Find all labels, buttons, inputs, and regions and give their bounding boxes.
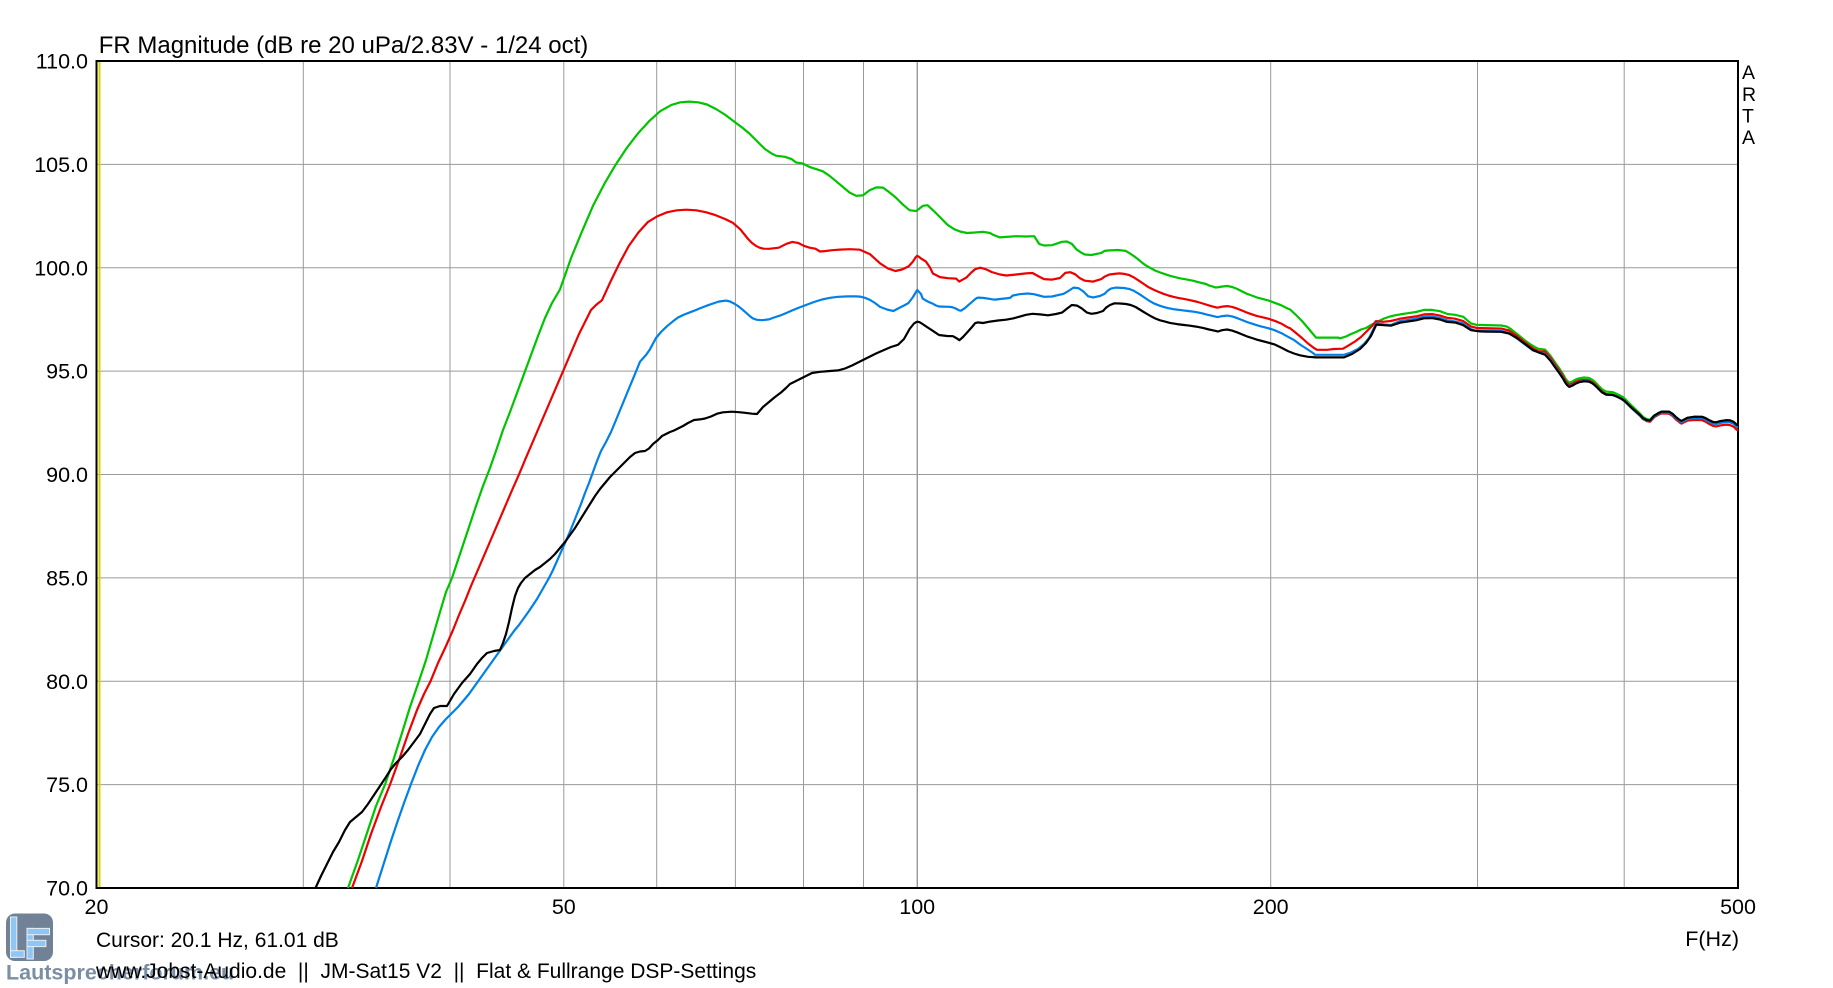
svg-text:100: 100 [899,895,935,919]
svg-text:www.Jobst-Audio.de || JM-Sat: www.Jobst-Audio.de || JM-Sat15 V2 || Fla… [95,960,756,983]
svg-text:100.0: 100.0 [34,256,88,280]
svg-text:70.0: 70.0 [46,877,88,901]
svg-text:R: R [1742,84,1756,106]
svg-text:110.0: 110.0 [36,50,88,74]
svg-text:A: A [1742,62,1755,84]
svg-text:Lautsprecherforum.eu: Lautsprecherforum.eu [6,961,234,985]
svg-text:20: 20 [85,895,109,919]
svg-text:F(Hz): F(Hz) [1685,927,1739,951]
svg-text:FR Magnitude (dB re 20 uPa/2.8: FR Magnitude (dB re 20 uPa/2.83V - 1/24 … [99,32,589,59]
svg-text:200: 200 [1253,895,1289,919]
svg-text:90.0: 90.0 [46,463,88,487]
svg-text:85.0: 85.0 [46,567,88,591]
svg-text:500: 500 [1720,895,1756,919]
svg-text:95.0: 95.0 [46,360,88,384]
svg-text:Cursor: 20.1 Hz, 61.01 dB: Cursor: 20.1 Hz, 61.01 dB [96,929,339,952]
svg-text:A: A [1742,127,1755,149]
svg-text:T: T [1742,106,1754,128]
svg-text:105.0: 105.0 [34,153,88,177]
svg-text:50: 50 [552,895,576,919]
svg-text:80.0: 80.0 [46,670,88,694]
svg-text:75.0: 75.0 [46,773,88,797]
